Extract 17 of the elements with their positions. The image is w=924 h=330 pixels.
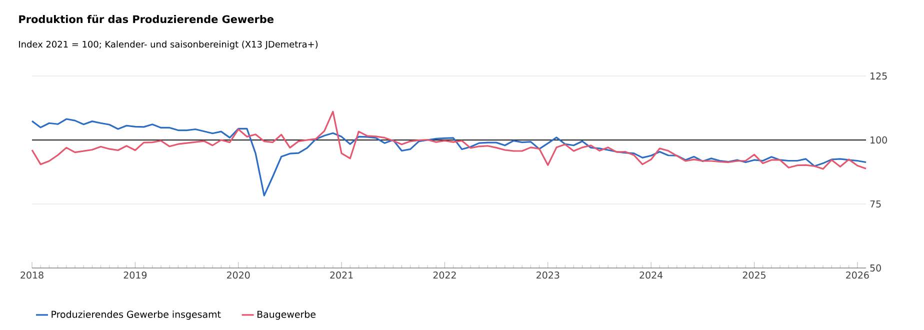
x-tick-label: 2025 bbox=[742, 272, 766, 279]
x-tick-label: 2019 bbox=[124, 272, 147, 279]
x-tick-label: 2022 bbox=[433, 272, 456, 279]
x-tick-label: 2020 bbox=[227, 272, 250, 279]
x-tick-label: 2026 bbox=[846, 272, 869, 279]
x-tick-label: 2023 bbox=[536, 272, 560, 279]
legend-label: Baugewerbe bbox=[258, 310, 316, 320]
chart-subtitle: Index 2021 = 100; Kalender- und saisonbereinigt (X13 JDemetra+) bbox=[19, 40, 318, 50]
x-tick-label: 2024 bbox=[640, 272, 663, 279]
legend-label: Produzierendes Gewerbe insgesamt bbox=[52, 310, 221, 320]
chart-title: Produktion für das Produzierende Gewerbe bbox=[19, 14, 274, 24]
y-tick-label: 100 bbox=[870, 136, 887, 144]
y-tick-label: 125 bbox=[870, 72, 887, 80]
y-tick-label: 75 bbox=[870, 200, 881, 208]
x-tick-label: 2018 bbox=[20, 272, 44, 279]
x-tick-label: 2021 bbox=[330, 272, 353, 279]
y-tick-label: 50 bbox=[870, 264, 881, 272]
